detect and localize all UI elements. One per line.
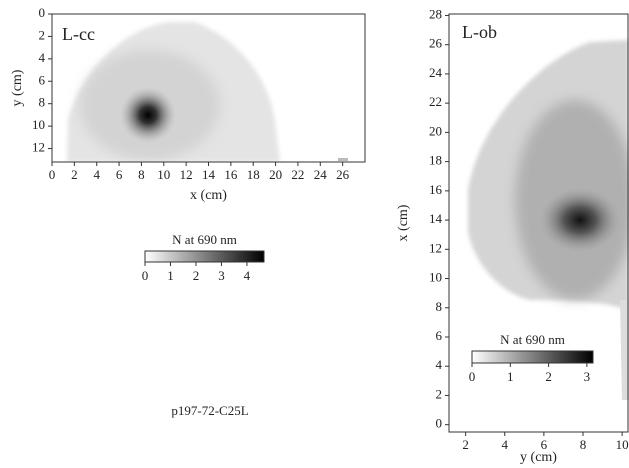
- colorbar-label: N at 690 nm: [500, 332, 565, 347]
- heatmap-image: [468, 40, 629, 400]
- x-tick-label: 0: [49, 167, 56, 182]
- colorbar-tick-label: 3: [218, 268, 225, 283]
- panel-title: L-ob: [462, 22, 497, 42]
- colorbar-tick-label: 3: [584, 369, 591, 384]
- panel-title: L-cc: [62, 24, 95, 44]
- plot-frame: [448, 13, 629, 433]
- x-tick-label: 26: [336, 167, 350, 182]
- y-tick-label: 24: [429, 65, 443, 80]
- colorbar-tick-label: 2: [545, 369, 552, 384]
- y-axis-label: y (cm): [10, 69, 25, 106]
- y-tick-label: 4: [39, 50, 46, 65]
- x-tick-label: 24: [314, 167, 328, 182]
- x-tick-label: 4: [93, 167, 100, 182]
- x-tick-label: 18: [247, 167, 260, 182]
- y-tick-label: 18: [429, 153, 442, 168]
- x-tick-label: 6: [541, 437, 548, 452]
- y-tick-label: 12: [32, 140, 45, 155]
- colorbar-tick-label: 4: [244, 268, 251, 283]
- colorbar: [144, 250, 265, 263]
- y-tick-label: 22: [429, 94, 442, 109]
- y-tick-label: 0: [39, 5, 46, 20]
- y-tick-label: 10: [429, 270, 442, 285]
- y-tick-label: 16: [429, 182, 443, 197]
- x-tick-label: 22: [291, 167, 304, 182]
- caption: p197-72-C25L: [171, 403, 248, 418]
- colorbar-tick-label: 2: [193, 268, 200, 283]
- y-tick-label: 12: [429, 240, 442, 255]
- x-axis-label: y (cm): [520, 450, 557, 465]
- x-tick-label: 6: [116, 167, 123, 182]
- colorbar-tick-label: 1: [167, 268, 174, 283]
- y-tick-label: 20: [429, 123, 442, 138]
- x-tick-label: 16: [224, 167, 238, 182]
- x-tick-label: 2: [462, 437, 469, 452]
- y-tick-label: 8: [436, 299, 443, 314]
- y-tick-label: 2: [436, 386, 443, 401]
- y-tick-label: 10: [32, 117, 45, 132]
- y-tick-label: 6: [39, 72, 46, 87]
- colorbar-label: N at 690 nm: [172, 232, 237, 247]
- x-tick-label: 4: [502, 437, 509, 452]
- x-tick-label: 8: [580, 437, 587, 452]
- x-tick-label: 8: [138, 167, 145, 182]
- y-tick-label: 8: [39, 95, 46, 110]
- y-tick-label: 6: [436, 328, 443, 343]
- x-tick-label: 14: [202, 167, 216, 182]
- y-tick-label: 14: [429, 211, 443, 226]
- colorbar-tick-label: 0: [469, 369, 476, 384]
- x-tick-label: 12: [180, 167, 193, 182]
- y-tick-label: 28: [429, 6, 442, 21]
- x-tick-label: 10: [616, 437, 629, 452]
- y-tick-label: 2: [39, 27, 46, 42]
- y-tick-label: 0: [436, 416, 443, 431]
- x-tick-label: 10: [157, 167, 170, 182]
- x-axis-label: x (cm): [190, 188, 227, 203]
- y-tick-label: 4: [436, 357, 443, 372]
- colorbar-tick-label: 1: [507, 369, 514, 384]
- heatmap-image: [67, 22, 348, 162]
- y-tick-label: 26: [429, 36, 443, 51]
- x-tick-label: 2: [71, 167, 78, 182]
- colorbar: [471, 350, 594, 364]
- colorbar-tick-label: 0: [142, 268, 149, 283]
- y-axis-label: x (cm): [396, 204, 411, 241]
- x-tick-label: 20: [269, 167, 282, 182]
